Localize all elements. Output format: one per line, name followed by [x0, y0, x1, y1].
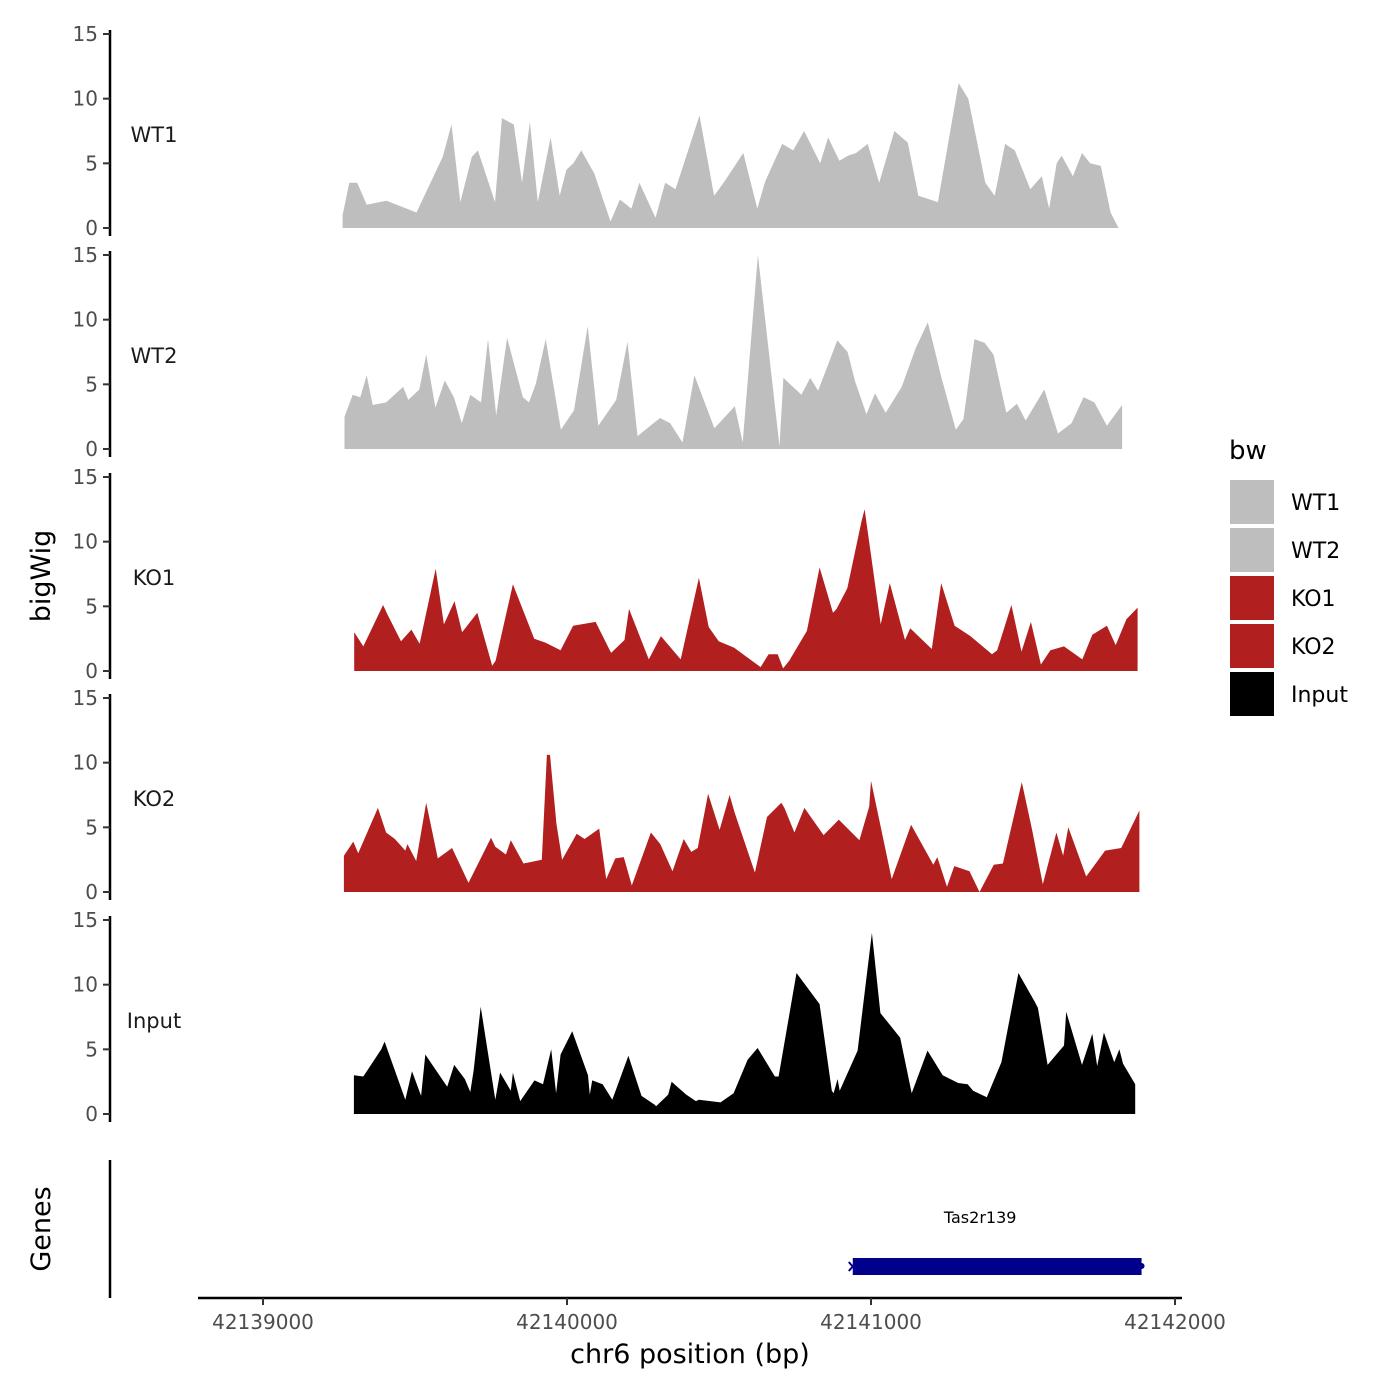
gene-end-mark — [1138, 1263, 1145, 1269]
legend-title: bw — [1229, 436, 1267, 466]
y-tick-label-ko2-0: 0 — [85, 880, 98, 904]
area-input — [353, 932, 1136, 1114]
y-tick-label-input-5: 5 — [85, 1037, 98, 1061]
track-label-ko2: KO2 — [133, 787, 176, 811]
y-tick-label-ko1-15: 15 — [73, 465, 98, 489]
area-wt1 — [342, 83, 1142, 228]
y-tick-label-ko2-5: 5 — [85, 815, 98, 839]
y-tick-label-wt2-5: 5 — [85, 372, 98, 396]
legend-label-input: Input — [1291, 683, 1348, 708]
y-tick-label-input-10: 10 — [73, 973, 98, 997]
gene-label-tas2r139: Tas2r139 — [943, 1208, 1017, 1227]
y-tick-label-ko1-5: 5 — [85, 594, 98, 618]
y-tick-label-ko1-10: 10 — [73, 530, 98, 554]
y-tick-label-wt1-15: 15 — [73, 22, 98, 46]
x-tick-label-42142000: 42142000 — [1124, 1310, 1226, 1334]
legend-key-wt2 — [1230, 528, 1274, 572]
tracks-layer: 0 5 10 15 WT1 0 5 10 15 WT2 0 5 10 15 KO1 0 5 10 15 KO2 0 5 10… — [73, 22, 1142, 1126]
legend-label-wt2: WT2 — [1291, 539, 1340, 564]
track-label-ko1: KO1 — [133, 566, 176, 590]
genes-axis-title: Genes — [26, 1186, 57, 1271]
area-ko1 — [354, 509, 1138, 671]
x-axis-title: chr6 position (bp) — [570, 1339, 810, 1370]
track-ko2: 0 5 10 15 KO2 — [73, 686, 1140, 904]
x-tick-label-42139000: 42139000 — [212, 1310, 314, 1334]
y-axis-title: bigWig — [26, 530, 57, 623]
x-tick-label-42140000: 42140000 — [516, 1310, 618, 1334]
legend-key-ko1 — [1230, 576, 1274, 620]
x-tick-label-42141000: 42141000 — [820, 1310, 922, 1334]
y-tick-label-ko2-10: 10 — [73, 751, 98, 775]
track-label-input: Input — [127, 1009, 181, 1033]
y-tick-label-wt1-10: 10 — [73, 87, 98, 111]
gene-start-mark — [848, 1261, 858, 1272]
track-label-wt1: WT1 — [131, 123, 178, 147]
gene-body-tas2r139 — [852, 1258, 1142, 1275]
y-tick-label-wt2-0: 0 — [85, 437, 98, 461]
x-axis: 42139000 42140000 42141000 42142000 — [198, 1296, 1226, 1334]
genes-panel: Tas2r139 — [108, 1160, 1145, 1298]
y-tick-label-wt2-15: 15 — [73, 243, 98, 267]
legend-label-wt1: WT1 — [1291, 491, 1340, 516]
track-label-wt2: WT2 — [131, 344, 178, 368]
y-tick-label-input-15: 15 — [73, 908, 98, 932]
legend-key-ko2 — [1230, 624, 1274, 668]
y-tick-label-ko1-0: 0 — [85, 659, 98, 683]
track-wt1: 0 5 10 15 WT1 — [73, 22, 1142, 240]
area-ko2 — [343, 754, 1140, 892]
legend-label-ko1: KO1 — [1291, 587, 1336, 612]
area-wt2 — [344, 255, 1123, 449]
legend: bw WT1 WT2 KO1 KO2 Input — [1229, 436, 1348, 716]
track-ko1: 0 5 10 15 KO1 — [73, 465, 1138, 683]
y-tick-label-ko2-15: 15 — [73, 686, 98, 710]
y-tick-label-input-0: 0 — [85, 1102, 98, 1126]
legend-key-wt1 — [1230, 480, 1274, 524]
gene-tas2r139: Tas2r139 — [848, 1208, 1145, 1275]
track-wt2: 0 5 10 15 WT2 — [73, 243, 1123, 461]
y-tick-label-wt2-10: 10 — [73, 308, 98, 332]
legend-label-ko2: KO2 — [1291, 635, 1336, 660]
legend-key-input — [1230, 672, 1274, 716]
y-tick-label-wt1-5: 5 — [85, 151, 98, 175]
track-input: 0 5 10 15 Input — [73, 908, 1136, 1126]
y-tick-label-wt1-0: 0 — [85, 216, 98, 240]
